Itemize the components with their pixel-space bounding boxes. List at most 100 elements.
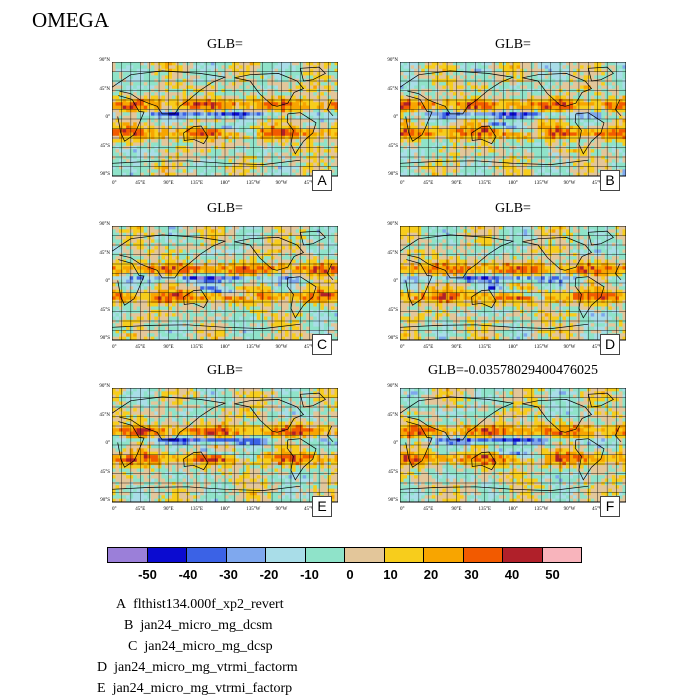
colorbar-label: 20 <box>423 567 439 582</box>
lon-tick-label: 135°E <box>191 345 204 350</box>
lat-tick-label: 90°N <box>387 222 398 227</box>
lat-tick-label: 90°N <box>387 384 398 389</box>
lon-tick-label: 90°W <box>276 181 288 186</box>
colorbar-swatch <box>186 547 227 563</box>
colorbar-swatch <box>304 547 345 563</box>
lon-tick-label: 180° <box>220 181 230 186</box>
colorbar-label: -20 <box>259 567 279 582</box>
map-panel-f: GLB=-0.03578029400476025 0° 45°E 90°E 135°E… <box>387 363 626 522</box>
lat-tick-label: 0° <box>105 279 111 284</box>
lon-tick-label: 45°W <box>592 181 604 186</box>
lon-tick-label: 45°W <box>592 507 604 512</box>
lon-tick-label: 90°E <box>451 181 461 186</box>
lon-tick-label: 90°W <box>564 345 576 350</box>
colorbar-label: 50 <box>545 567 560 582</box>
lon-tick-label: 90°E <box>163 345 173 350</box>
lat-tick-label: 45°S <box>100 469 110 475</box>
map-canvas: 0° 45°E 90°E 135°E 180° 135°W 90°W 45°W <box>112 388 338 512</box>
lon-tick-label: 45°E <box>135 507 145 512</box>
lon-tick-label: 90°E <box>163 507 173 512</box>
panel-letter: C <box>312 334 332 355</box>
colorbar <box>107 547 582 563</box>
panel-title: GLB= <box>207 363 243 378</box>
lat-tick-label: 45°S <box>388 469 398 475</box>
colorbar-swatch <box>502 547 543 563</box>
lon-tick-label: 0° <box>400 345 405 350</box>
lat-tick-label: 0° <box>105 115 111 120</box>
lon-tick-label: 90°E <box>163 181 173 186</box>
legend-item: A flthist134.000f_xp2_revert <box>116 597 284 612</box>
lon-tick-label: 0° <box>112 181 117 186</box>
lon-tick-label: 135°W <box>534 507 548 512</box>
colorbar-label: 40 <box>504 567 520 582</box>
panel-title: GLB= <box>207 201 243 216</box>
lon-tick-label: 90°W <box>564 507 576 512</box>
panel-title: GLB= <box>495 37 531 52</box>
lon-tick-label: 45°W <box>592 345 604 350</box>
map-canvas: 0° 45°E 90°E 135°E 180° 135°W 90°W 45°W <box>400 62 626 186</box>
figure-title: OMEGA <box>32 8 109 32</box>
colorbar-swatch <box>541 547 582 563</box>
lon-tick-label: 90°E <box>451 507 461 512</box>
lat-tick-label: 90°S <box>388 336 398 341</box>
map-panel-c: GLB= 0° 45°E 90°E 135°E 180° 135°W 90°W 45°W C … <box>99 201 338 360</box>
lon-tick-label: 90°W <box>564 181 576 186</box>
colorbar-swatch <box>225 547 266 563</box>
lat-tick-label: 90°S <box>388 172 398 177</box>
lon-tick-label: 135°E <box>479 181 492 186</box>
lat-tick-label: 45°S <box>388 143 398 149</box>
map-canvas: 0° 45°E 90°E 135°E 180° 135°W 90°W 45°W <box>400 226 626 350</box>
colorbar-swatch <box>265 547 306 563</box>
lon-tick-label: 45°E <box>423 181 433 186</box>
lat-tick-label: 0° <box>393 441 399 446</box>
map-panel-d: GLB= 0° 45°E 90°E 135°E 180° 135°W 90°W 45°W D … <box>387 201 626 360</box>
map-panel-e: GLB= 0° 45°E 90°E 135°E 180° 135°W 90°W 45°W E … <box>99 363 338 522</box>
lat-tick-label: 45°N <box>387 86 398 92</box>
panel-letter: E <box>312 496 332 517</box>
colorbar-swatch <box>146 547 187 563</box>
lon-tick-label: 90°E <box>451 345 461 350</box>
lon-tick-label: 0° <box>112 507 117 512</box>
panel-title: GLB= <box>495 201 531 216</box>
lat-tick-label: 90°N <box>99 222 110 227</box>
colorbar-swatch <box>462 547 503 563</box>
lon-tick-label: 135°E <box>191 181 204 186</box>
colorbar-labels: -50 -40 -30 -20 -10 0 10 20 30 40 50 <box>107 567 593 585</box>
lon-tick-label: 180° <box>220 507 230 512</box>
panel-title: GLB=-0.03578029400476025 <box>427 363 599 378</box>
map-canvas: 0° 45°E 90°E 135°E 180° 135°W 90°W 45°W <box>112 226 338 350</box>
lon-tick-label: 180° <box>508 507 518 512</box>
lon-tick-label: 45°E <box>423 345 433 350</box>
lon-tick-label: 135°W <box>246 181 260 186</box>
colorbar-label: 10 <box>383 567 398 582</box>
colorbar-swatch <box>383 547 424 563</box>
lon-tick-label: 45°W <box>304 507 316 512</box>
lon-tick-label: 45°E <box>423 507 433 512</box>
lon-tick-label: 135°E <box>479 507 492 512</box>
lon-tick-label: 135°W <box>246 345 260 350</box>
lat-tick-label: 0° <box>105 441 111 446</box>
panel-title: GLB= <box>207 37 243 52</box>
lon-tick-label: 90°W <box>276 507 288 512</box>
lon-tick-label: 45°E <box>135 181 145 186</box>
lon-tick-label: 180° <box>508 181 518 186</box>
panel-letter: D <box>600 334 620 355</box>
colorbar-label: -40 <box>178 567 198 582</box>
lat-tick-label: 45°N <box>387 250 398 256</box>
lon-tick-label: 135°W <box>534 345 548 350</box>
panel-letter: F <box>600 496 620 517</box>
lon-tick-label: 0° <box>400 181 405 186</box>
legend-item: B jan24_micro_mg_dcsm <box>124 618 273 633</box>
lat-tick-label: 0° <box>393 279 399 284</box>
colorbar-label: -30 <box>219 567 238 582</box>
lon-tick-label: 45°E <box>135 345 145 350</box>
colorbar-swatch <box>423 547 464 563</box>
colorbar-label: 30 <box>464 567 479 582</box>
colorbar-label: -50 <box>138 567 157 582</box>
legend-item: C jan24_micro_mg_dcsp <box>128 639 273 654</box>
lat-tick-label: 0° <box>393 115 399 120</box>
lat-tick-label: 90°N <box>387 58 398 63</box>
lat-tick-label: 45°N <box>99 86 110 92</box>
lat-tick-label: 45°N <box>99 250 110 256</box>
lat-tick-label: 90°N <box>99 58 110 63</box>
